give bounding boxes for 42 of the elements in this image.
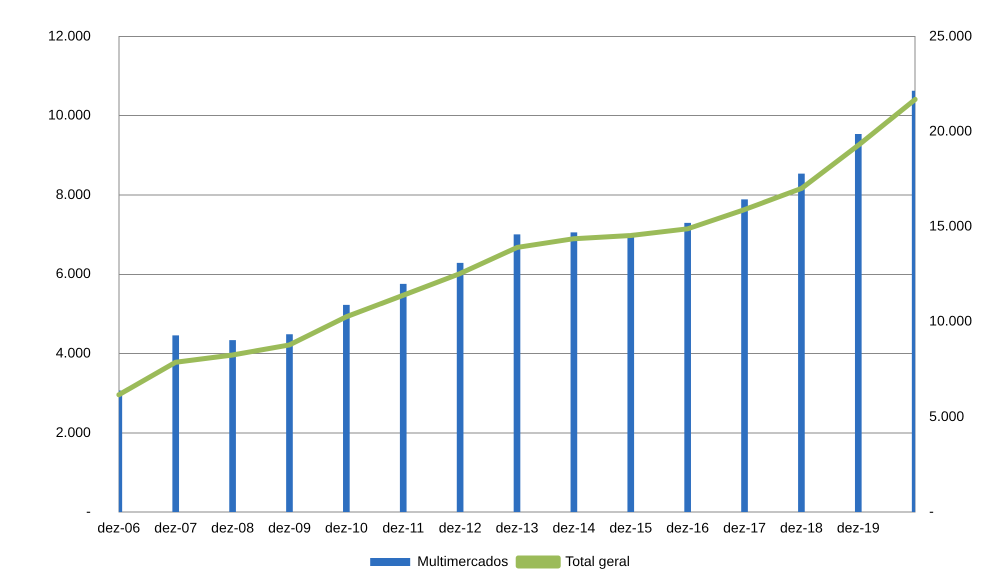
y2-tick-label: 15.000 [929, 218, 972, 234]
x-tick-label: dez-06 [97, 519, 140, 536]
y-tick-label: 12.000 [48, 27, 92, 44]
y-tick-label: 4.000 [56, 344, 92, 360]
y-tick-label: - [86, 503, 92, 520]
bar [229, 340, 236, 512]
legend-label: Total geral [565, 552, 630, 569]
x-tick-label: dez-11 [382, 519, 424, 536]
bar [798, 174, 805, 512]
x-tick-label: dez-10 [324, 519, 368, 536]
bar [570, 232, 578, 512]
x-tick-label: dez-08 [211, 519, 254, 536]
x-tick-label: dez-14 [552, 519, 596, 536]
y2-tick-label: 25.000 [929, 27, 972, 44]
x-tick-label: dez-19 [836, 519, 880, 536]
bar [741, 199, 748, 512]
y-tick-label: 6.000 [56, 265, 92, 282]
x-tick-label: dez-09 [268, 519, 312, 536]
y-tick-label: 8.000 [56, 186, 92, 202]
x-tick-label: dez-12 [438, 519, 482, 536]
bar [172, 335, 180, 512]
x-tick-label: dez-07 [154, 519, 198, 536]
bar [854, 134, 862, 512]
x-tick-label: dez-15 [609, 519, 652, 536]
bar [343, 304, 350, 512]
bar [286, 334, 293, 512]
y2-tick-label: 5.000 [929, 408, 964, 424]
y2-tick-label: 10.000 [929, 312, 972, 329]
bar [456, 262, 464, 512]
y-tick-label: 10.000 [48, 106, 92, 123]
y-tick-label: 2.000 [56, 424, 92, 440]
legend-label: Multimercados [417, 552, 508, 569]
y2-tick-label: - [929, 503, 934, 520]
x-tick-label: dez-13 [496, 519, 539, 536]
x-tick-label: dez-17 [723, 519, 766, 536]
bar [514, 234, 520, 512]
bar [400, 284, 407, 512]
bar [684, 222, 691, 512]
x-tick-label: dez-18 [780, 519, 824, 536]
y2-tick-label: 20.000 [929, 122, 972, 138]
x-tick-label: dez-16 [666, 519, 710, 536]
bar [627, 237, 634, 512]
